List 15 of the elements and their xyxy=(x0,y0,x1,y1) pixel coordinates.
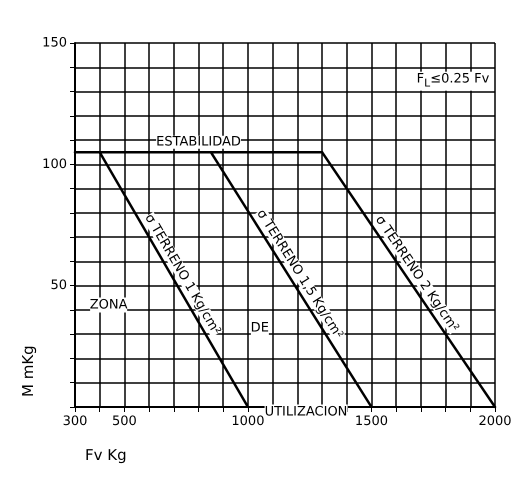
x-tick-label: 2000 xyxy=(478,414,512,429)
y-tick-label: 50 xyxy=(50,278,67,294)
series-label: ESTABILIDAD xyxy=(156,134,241,150)
annotation: ZONA xyxy=(90,298,128,313)
annotation: F$_{L}$≤0.25 Fv xyxy=(416,72,490,90)
x-tick-label: 1500 xyxy=(354,414,388,429)
annotation: DE xyxy=(250,320,269,336)
x-tick-label: 1000 xyxy=(231,414,264,429)
x-axis-title: Fv Kg xyxy=(85,446,127,464)
y-tick-label: 150 xyxy=(42,36,67,50)
y-axis-title: M mKg xyxy=(19,345,37,397)
y-tick-label: 100 xyxy=(42,156,67,172)
x-tick-label: 500 xyxy=(112,414,137,429)
annotation: UTILIZACION xyxy=(264,404,348,420)
x-tick-label: 300 xyxy=(62,414,88,429)
